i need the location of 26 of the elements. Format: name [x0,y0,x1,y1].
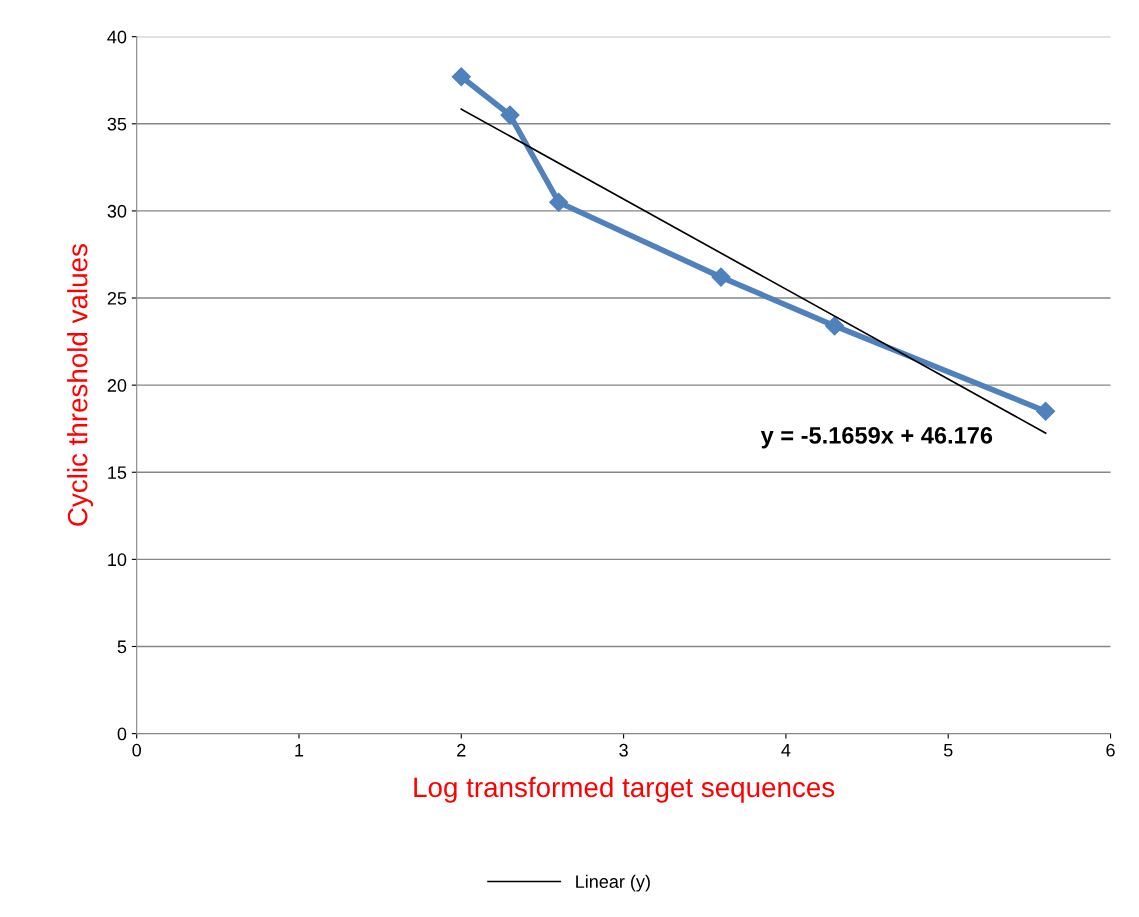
y-tick-label: 15 [108,466,127,479]
point [825,316,845,336]
y-tick-label: 35 [107,117,127,131]
x-tick-label: 2 [457,743,466,757]
x-axis-title: Log transformed target sequences [414,776,835,803]
y-tick-label: 20 [107,379,127,392]
legend-label: Linear (y) [576,874,650,892]
y-tick-label: 5 [117,640,127,654]
y-tick-label: 10 [108,553,127,567]
x-tick-label: 3 [619,743,628,757]
point [711,267,731,287]
x-tick-label: 4 [781,743,791,757]
x-tick-label: 0 [132,743,141,757]
point [451,67,471,87]
point [549,192,569,212]
y-tick-label: 30 [107,204,127,218]
point [1036,401,1056,421]
y-tick-label: 40 [107,30,127,44]
y-axis-title: Cyclic threshold values [67,244,93,526]
x-tick-label: 5 [943,743,953,757]
y-tick-label: 0 [117,727,127,741]
annotation: y = -5.1659x + 46.176 [760,427,993,449]
point [500,105,520,125]
y-tick-label: 25 [107,291,127,305]
x-tick-label: 6 [1106,743,1115,757]
x-tick-label: 1 [295,743,304,757]
